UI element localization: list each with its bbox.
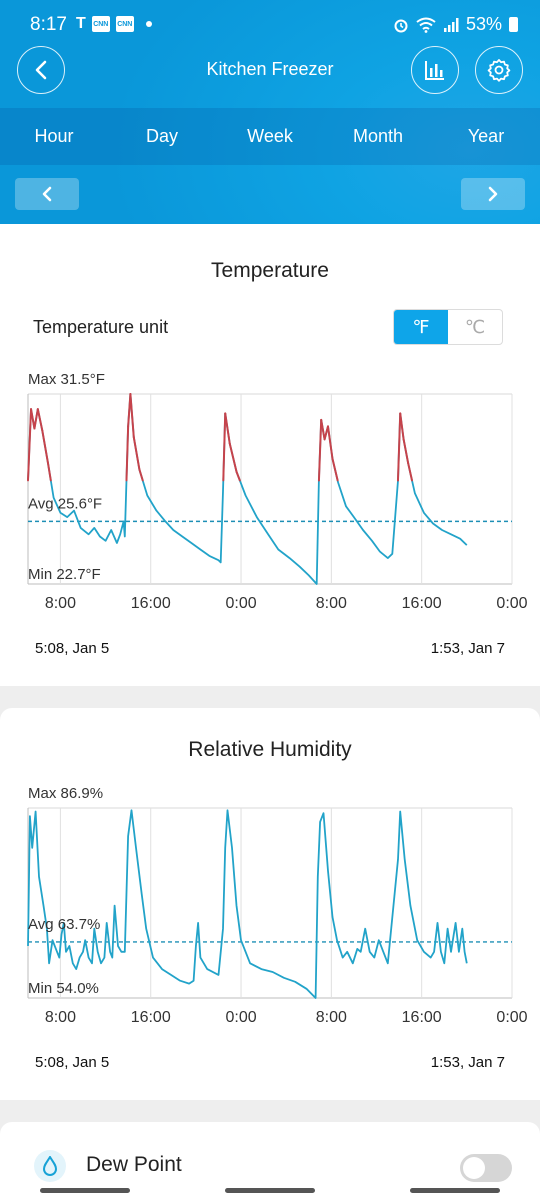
chart-high-segment: [125, 425, 130, 482]
chart-x-tick-label: 16:00: [402, 595, 442, 612]
humidity-range-start: 5:08, Jan 5: [35, 1054, 110, 1071]
chart-x-tick-label: 0:00: [496, 1009, 527, 1026]
chart-high-segment: [132, 436, 141, 471]
notification-icons: T CNN CNN: [76, 15, 152, 33]
dew-point-card: Dew Point: [0, 1122, 540, 1200]
chart-x-tick-label: 8:00: [316, 595, 347, 612]
dew-point-toggle[interactable]: [460, 1154, 512, 1182]
system-navigation-bar: [0, 1180, 540, 1200]
chart-x-tick-label: 8:00: [316, 1009, 347, 1026]
chart-high-segment: [228, 442, 238, 473]
system-icons: 53%: [393, 14, 518, 35]
nav-recent-handle[interactable]: [40, 1187, 130, 1193]
chart-avg-label: Avg 25.6°F: [28, 495, 102, 512]
chart-high-segment: [36, 408, 44, 432]
humidity-title: Relative Humidity: [188, 738, 352, 761]
chevron-left-icon: [42, 186, 52, 202]
header: Kitchen Freezer: [0, 46, 540, 96]
temperature-unit-label: Temperature unit: [33, 317, 169, 337]
chevron-left-icon: [35, 60, 47, 80]
temperature-card: Temperature Temperature unit ℉ ℃ 8:00 16:…: [0, 224, 540, 686]
chart-high-segment: [317, 418, 323, 482]
chart-high-segment: [27, 408, 33, 482]
next-period-button[interactable]: [461, 178, 525, 210]
tab-week[interactable]: Week: [247, 126, 293, 146]
bar-chart-icon: [425, 61, 444, 80]
status-time: 8:17: [30, 14, 67, 35]
temperature-range-start: 5:08, Jan 5: [35, 640, 110, 657]
cnn-icon: CNN: [91, 16, 110, 32]
cnn-icon: CNN: [115, 16, 134, 32]
chart-x-tick-label: 8:00: [45, 595, 76, 612]
humidity-chart: 8:00 16:00 0:00 8:00 16:00 0:00 Max 86.9% Avg 6…: [27, 785, 528, 1026]
chart-high-segment: [30, 408, 36, 430]
chart-x-tick-label: 16:00: [131, 1009, 171, 1026]
chart-high-segment: [402, 438, 410, 465]
chart-min-label: Min 54.0%: [28, 980, 99, 997]
chart-high-segment: [33, 408, 39, 430]
chart-high-segment: [46, 462, 52, 482]
tab-day[interactable]: Day: [145, 126, 178, 146]
nav-back-handle[interactable]: [410, 1187, 500, 1193]
chart-x-tick-label: 0:00: [496, 595, 527, 612]
period-tabs: Hour Day Week Month Year: [0, 108, 540, 165]
notification-dot-icon: [145, 21, 152, 27]
previous-period-button[interactable]: [15, 178, 79, 210]
battery-icon: [509, 17, 518, 32]
alarm-icon: [394, 19, 408, 32]
chart-max-label: Max 31.5°F: [28, 371, 105, 388]
chart-series-line: [27, 809, 468, 999]
chart-avg-label: Avg 63.7%: [28, 916, 100, 933]
chart-high-segment: [41, 429, 49, 465]
chart-x-tick-label: 8:00: [45, 1009, 76, 1026]
temperature-chart: 8:00 16:00 0:00 8:00 16:00 0:00 Max 31.5°F Avg …: [27, 371, 528, 612]
chart-high-segment: [326, 425, 334, 460]
chart-high-segment: [138, 468, 144, 482]
humidity-range-end: 1:53, Jan 7: [430, 1054, 505, 1071]
page-title: Kitchen Freezer: [206, 59, 334, 79]
temperature-unit-toggle: ℉ ℃: [393, 309, 503, 345]
battery-percent: 53%: [465, 14, 502, 34]
dew-point-label: Dew Point: [86, 1153, 182, 1176]
back-button[interactable]: [17, 46, 65, 94]
chart-x-tick-label: 16:00: [131, 595, 171, 612]
chart-high-segment: [399, 412, 405, 441]
gear-icon: [487, 59, 511, 82]
chart-high-segment: [235, 470, 241, 482]
temperature-title: Temperature: [211, 259, 329, 282]
tabs-band: [0, 108, 540, 165]
temperature-range-end: 1:53, Jan 7: [430, 640, 505, 657]
droplet-icon: [34, 1150, 66, 1182]
tesla-icon: T: [76, 15, 86, 32]
chart-high-segment: [224, 412, 231, 445]
tab-month[interactable]: Month: [352, 126, 404, 146]
unit-celsius-button[interactable]: ℃: [464, 316, 486, 337]
tab-hour[interactable]: Hour: [34, 126, 74, 146]
chart-high-segment: [396, 412, 402, 482]
chart-x-tick-label: 16:00: [402, 1009, 442, 1026]
signal-icon: [443, 17, 459, 32]
chart-high-segment: [320, 418, 326, 441]
wifi-icon: [416, 17, 436, 33]
toggle-knob: [463, 1157, 485, 1179]
top-bar: 8:17 T CNN CNN 53% Kitchen Freezer Hour …: [0, 0, 540, 224]
chart-high-segment: [331, 457, 339, 482]
chart-x-tick-label: 0:00: [225, 595, 256, 612]
unit-fahrenheit-button[interactable]: ℉: [394, 310, 448, 344]
chart-high-segment: [222, 412, 227, 482]
status-bar: 8:17 T CNN CNN 53%: [0, 0, 540, 46]
settings-button[interactable]: [475, 46, 523, 94]
chart-high-segment: [129, 393, 135, 439]
tab-year[interactable]: Year: [467, 126, 505, 146]
chart-x-tick-label: 0:00: [225, 1009, 256, 1026]
statistics-button[interactable]: [411, 46, 459, 94]
chart-high-segment: [407, 462, 414, 482]
chart-min-label: Min 22.7°F: [28, 566, 101, 583]
chart-max-label: Max 86.9%: [28, 785, 103, 802]
chevron-right-icon: [488, 186, 498, 202]
humidity-card: Relative Humidity 8:00 16:00 0:00 8:00 16:00…: [0, 708, 540, 1100]
nav-home-handle[interactable]: [225, 1187, 315, 1193]
